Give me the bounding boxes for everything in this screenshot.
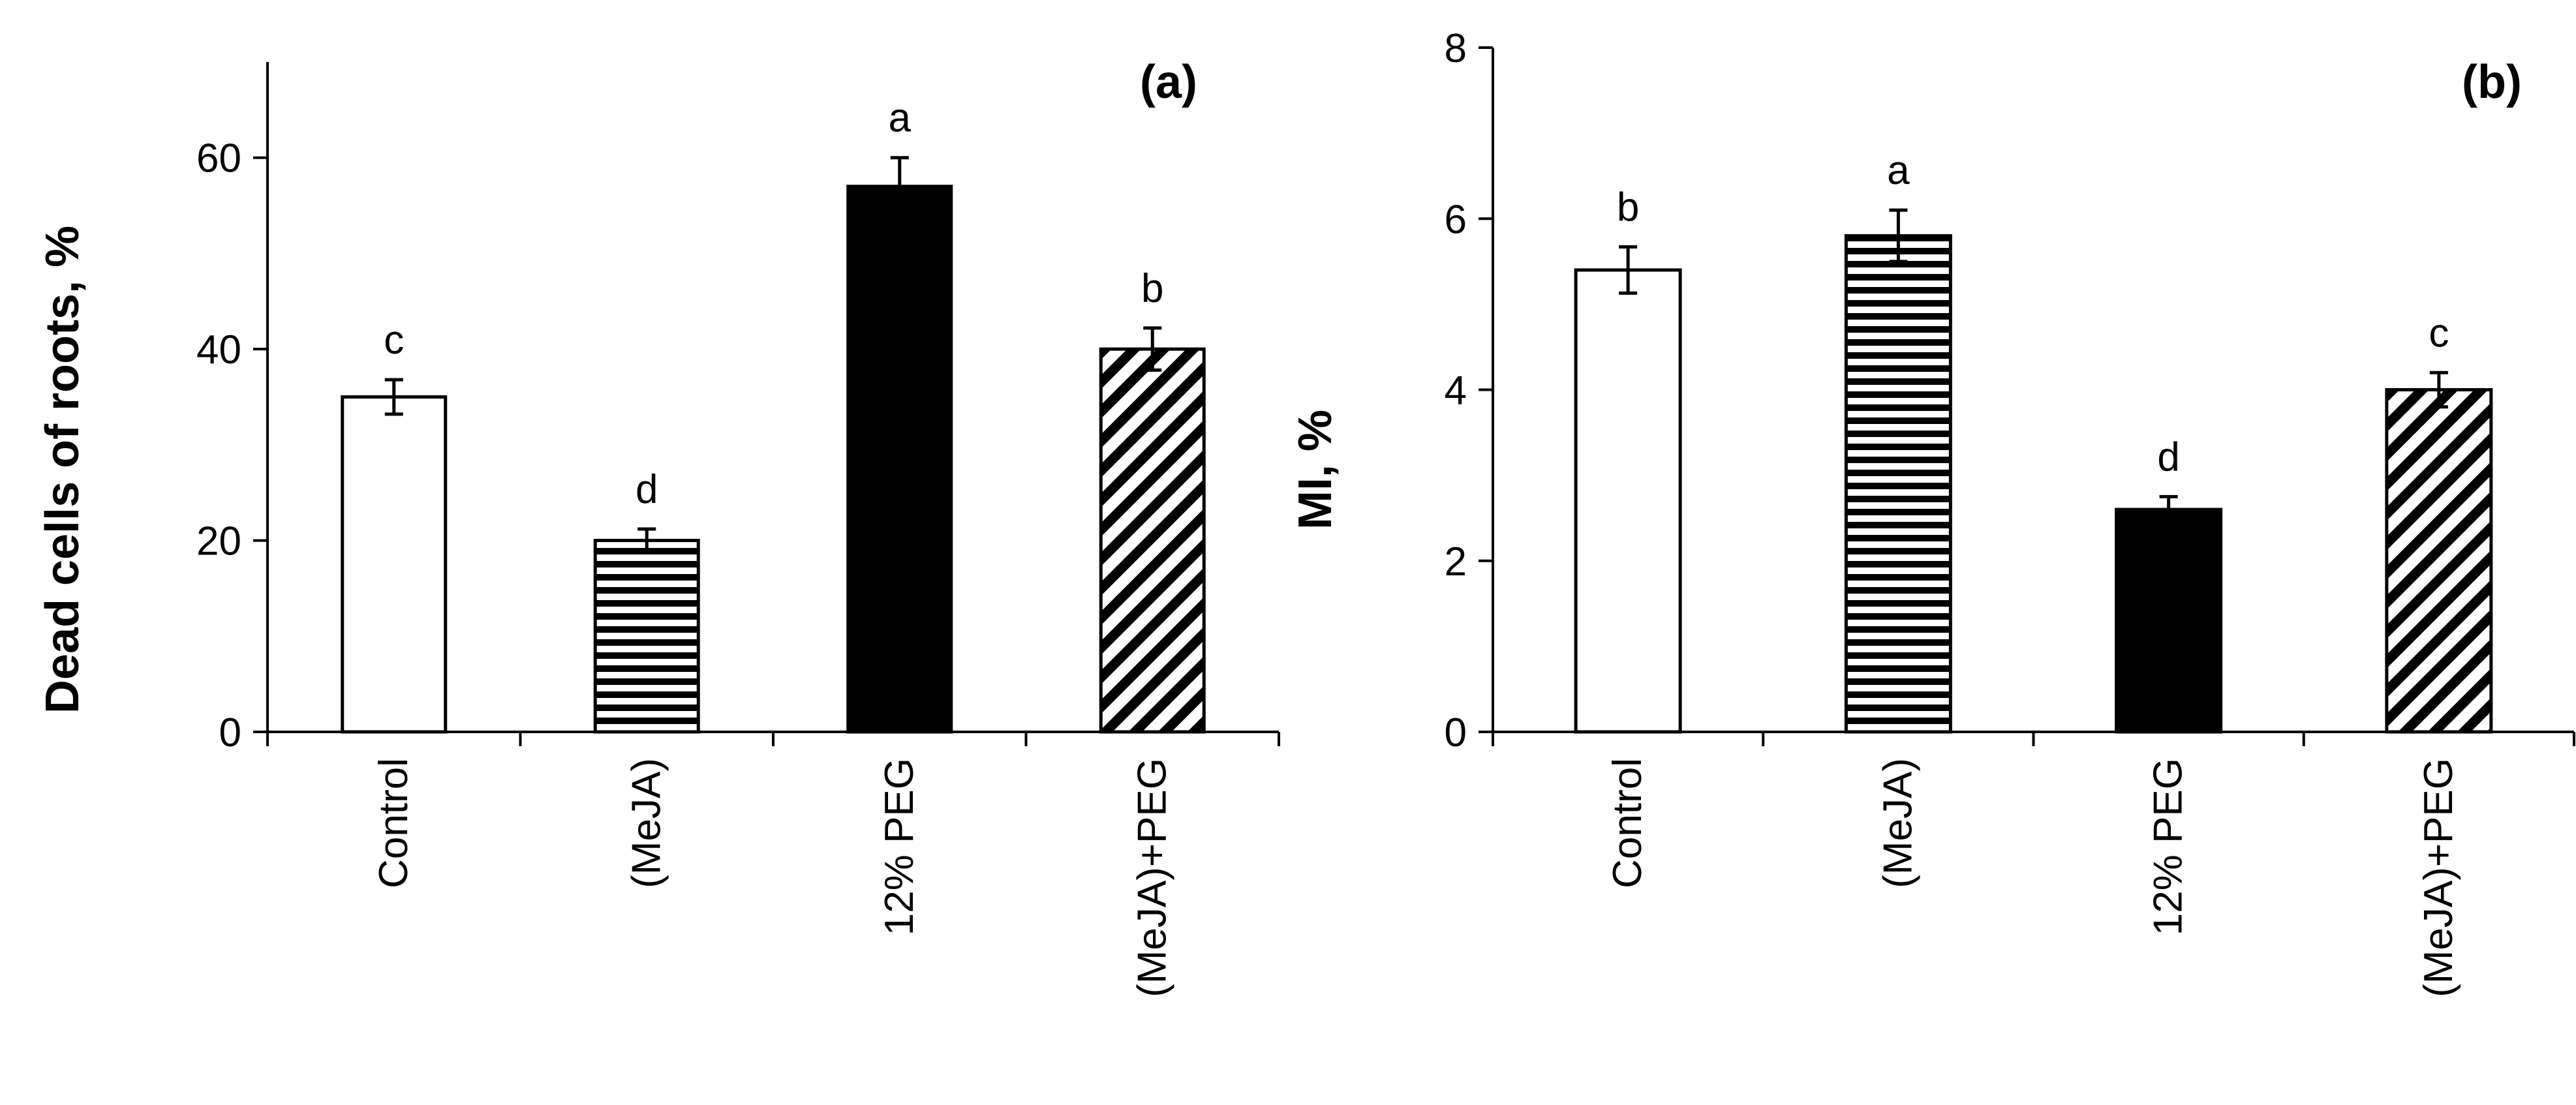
error-bar [2429,371,2448,409]
x-category-label: (MeJA)+PEG [2416,758,2461,997]
panel-b-chart: (b) MI, % 0 2 4 6 8 b Control a (MeJA) d 12% PEG c (… [1289,26,2575,997]
significance-letter: d [2157,434,2179,479]
y-tick-label: 2 [1445,539,1467,584]
significance-letter: b [1617,185,1639,230]
bar [2385,388,2493,734]
bar [2115,507,2223,734]
bar [846,185,953,734]
x-category-label: 12% PEG [2146,758,2191,935]
error-bar [2159,494,2178,524]
y-tick-label: 40 [196,327,241,372]
bar [1574,268,1682,734]
panel-a-chart: (a) Dead cells of roots, % 0 20 40 60 c Contr… [37,56,1280,997]
error-bar [890,156,909,217]
x-category-label: Control [371,758,416,888]
y-tick-label: 0 [219,710,241,755]
error-bar [1889,208,1908,264]
x-category-label: (MeJA) [1875,758,1920,888]
error-bar [1619,245,1638,295]
significance-letter: c [384,318,404,363]
y-tick-label: 6 [1445,197,1467,242]
significance-letter: a [1887,148,1910,193]
significance-letter: a [889,96,912,141]
significance-letter: c [2429,310,2449,356]
panel-b-label: (b) [2462,56,2522,108]
bar [341,395,448,734]
panel-a-label: (a) [1140,56,1197,108]
x-category-label: 12% PEG [877,758,922,935]
bar [1844,234,1952,734]
error-bar [384,378,403,416]
y-tick-label: 60 [196,136,241,181]
panel-b-y-axis-label: MI, % [1289,410,1342,530]
y-tick-label: 8 [1445,26,1467,71]
bar [593,539,700,734]
y-tick-label: 0 [1445,710,1467,755]
significance-letter: b [1141,266,1163,311]
bar [1099,347,1206,734]
x-category-label: Control [1605,758,1650,888]
error-bar [1143,326,1162,372]
x-category-label: (MeJA) [624,758,669,888]
y-tick-label: 20 [196,519,241,564]
panel-a-y-axis-label: Dead cells of roots, % [37,226,89,714]
error-bar [637,527,656,554]
y-tick-label: 4 [1445,369,1467,414]
significance-letter: d [636,467,658,512]
x-category-label: (MeJA)+PEG [1129,758,1174,997]
